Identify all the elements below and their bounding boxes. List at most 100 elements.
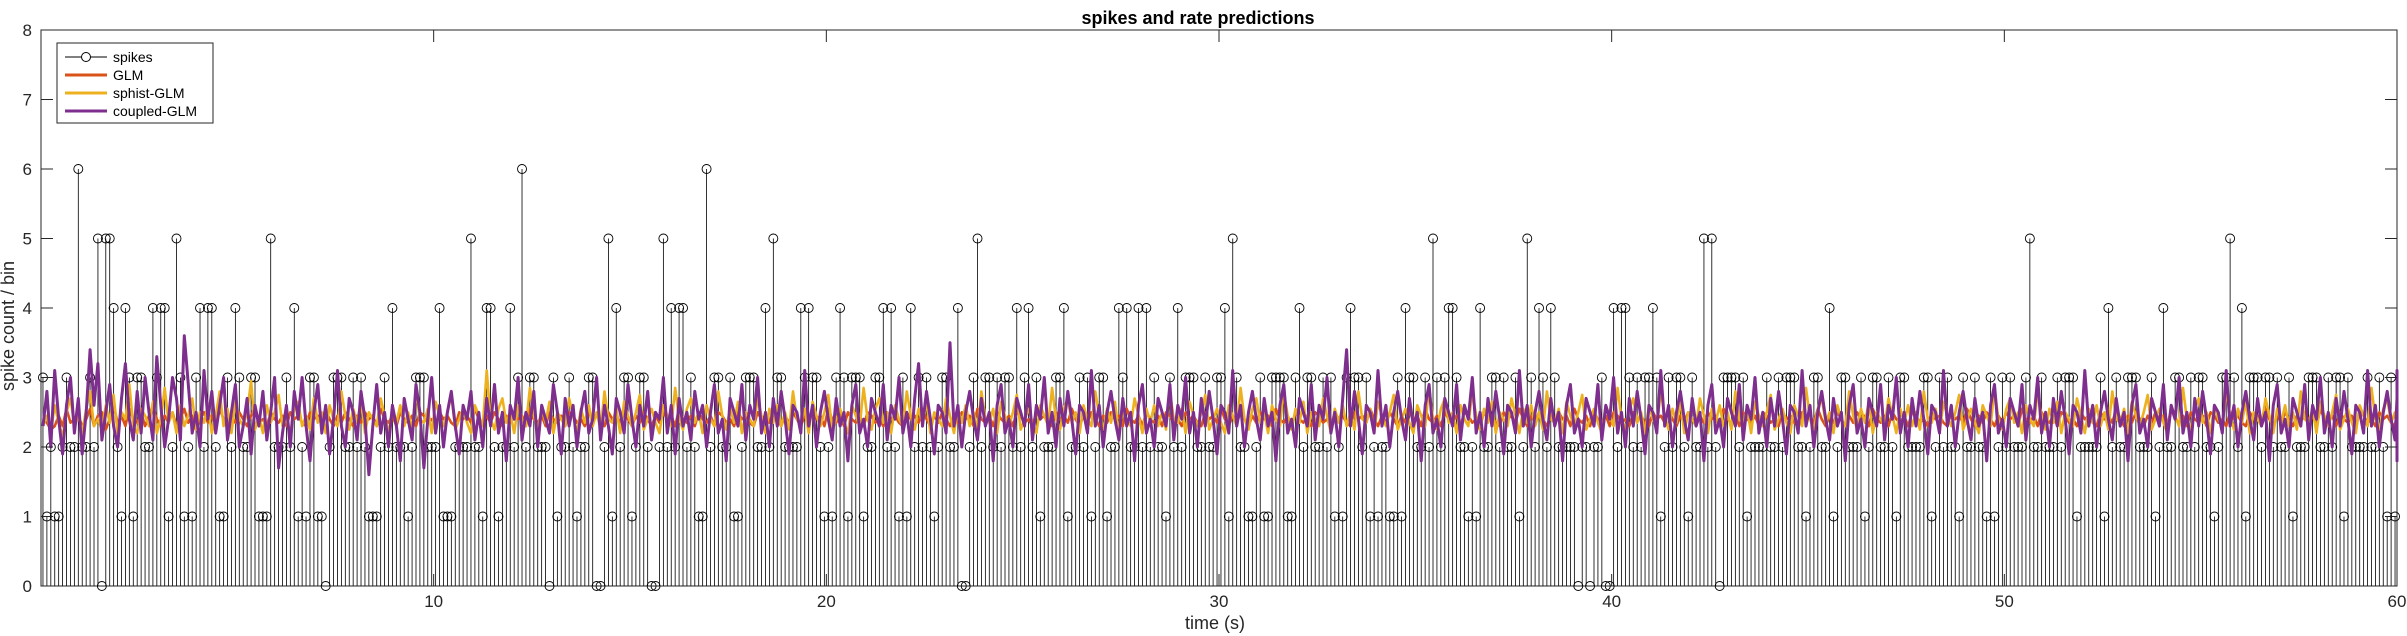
spike-marker bbox=[1263, 511, 1274, 522]
spike-marker bbox=[1632, 372, 1643, 383]
spike-marker bbox=[2193, 372, 2204, 383]
spike-marker bbox=[96, 581, 107, 591]
spike-marker bbox=[1840, 372, 1851, 383]
spike-marker bbox=[1600, 581, 1611, 591]
spike-marker bbox=[253, 511, 264, 522]
spike-marker bbox=[1608, 303, 1619, 313]
spike-marker bbox=[952, 303, 963, 313]
spike-marker bbox=[352, 442, 363, 452]
spike-marker bbox=[1051, 372, 1061, 383]
spike-marker bbox=[485, 303, 496, 313]
spike-marker bbox=[1353, 372, 1364, 383]
spike-marker bbox=[108, 303, 119, 313]
spike-marker bbox=[2072, 511, 2082, 522]
spike-marker bbox=[1620, 303, 1631, 313]
spike-marker bbox=[1883, 372, 1894, 383]
spike-marker bbox=[1891, 511, 1902, 522]
spike-marker bbox=[1534, 303, 1544, 313]
spike-marker bbox=[132, 372, 143, 383]
spike-marker bbox=[1157, 442, 1168, 452]
spike-marker bbox=[1683, 511, 1694, 522]
spike-marker bbox=[1227, 233, 1238, 244]
spike-marker bbox=[1714, 581, 1725, 591]
spike-marker bbox=[466, 233, 476, 244]
spike-marker bbox=[1094, 372, 1105, 383]
spike-marker bbox=[1981, 511, 1992, 522]
spike-marker bbox=[1738, 372, 1749, 383]
spike-marker bbox=[1471, 511, 1482, 522]
spike-marker bbox=[305, 372, 315, 383]
spike-marker bbox=[1930, 442, 1941, 452]
spike-marker bbox=[144, 442, 154, 452]
spike-marker bbox=[1200, 372, 1211, 383]
spike-marker bbox=[1109, 442, 1120, 452]
spike-marker bbox=[1031, 372, 1042, 383]
spike-marker bbox=[1647, 303, 1658, 313]
spike-marker bbox=[411, 372, 421, 383]
spike-marker bbox=[257, 511, 268, 522]
spike-marker bbox=[564, 372, 575, 383]
spike-marker bbox=[2158, 303, 2169, 313]
spike-marker bbox=[1149, 372, 1160, 383]
spike-marker bbox=[2299, 442, 2310, 452]
spike-marker bbox=[489, 442, 500, 452]
spike-marker bbox=[65, 442, 76, 452]
x-tick-label: 60 bbox=[2388, 592, 2407, 611]
spike-marker bbox=[2374, 372, 2385, 383]
spike-marker bbox=[607, 511, 618, 522]
spike-marker bbox=[147, 303, 158, 313]
spike-marker bbox=[2272, 372, 2283, 383]
spike-marker bbox=[1055, 372, 1065, 383]
spike-marker bbox=[509, 442, 520, 452]
spike-marker bbox=[1679, 442, 1690, 452]
spike-marker bbox=[2166, 442, 2177, 452]
spike-marker bbox=[1663, 372, 1674, 383]
spike-marker bbox=[678, 303, 688, 313]
spike-marker bbox=[540, 442, 551, 452]
x-tick-label: 40 bbox=[1602, 592, 1621, 611]
spike-marker bbox=[1384, 511, 1395, 522]
spike-marker bbox=[693, 511, 704, 522]
spike-marker bbox=[1219, 303, 1230, 313]
spike-marker bbox=[736, 442, 747, 452]
spike-marker bbox=[1691, 442, 1702, 452]
spike-marker bbox=[1808, 372, 1819, 383]
spike-marker bbox=[159, 303, 170, 313]
spike-marker bbox=[776, 372, 787, 383]
spike-marker bbox=[2032, 442, 2043, 452]
spike-marker bbox=[1003, 372, 1014, 383]
spike-marker bbox=[2291, 442, 2302, 452]
spike-marker bbox=[1121, 303, 1132, 313]
spike-marker bbox=[1718, 372, 1729, 383]
spike-marker bbox=[1043, 442, 1054, 452]
spike-marker bbox=[2366, 442, 2377, 452]
spike-marker bbox=[1640, 372, 1650, 383]
spike-marker bbox=[819, 511, 830, 522]
spike-marker bbox=[2126, 372, 2137, 383]
spike-marker bbox=[572, 511, 582, 522]
spike-marker bbox=[2307, 372, 2318, 383]
spike-marker bbox=[2303, 372, 2314, 383]
spike-marker bbox=[2130, 372, 2141, 383]
x-tick-label: 50 bbox=[1995, 592, 2014, 611]
spike-marker bbox=[1753, 442, 1764, 452]
spike-marker bbox=[206, 303, 217, 313]
spike-marker bbox=[1141, 303, 1152, 313]
spike-marker bbox=[725, 372, 736, 383]
spike-marker bbox=[53, 511, 64, 522]
spike-marker bbox=[1314, 442, 1325, 452]
spike-marker bbox=[886, 303, 897, 313]
spike-marker bbox=[1549, 372, 1560, 383]
spike-marker bbox=[1938, 442, 1949, 452]
y-tick-label: 2 bbox=[23, 438, 32, 457]
spike-marker bbox=[1408, 372, 1419, 383]
spike-marker bbox=[1188, 372, 1199, 383]
spike-marker bbox=[2315, 442, 2326, 452]
spike-marker bbox=[964, 442, 975, 452]
spike-marker bbox=[2284, 372, 2294, 383]
spike-marker bbox=[905, 303, 916, 313]
spike-marker bbox=[1388, 511, 1399, 522]
spike-marker bbox=[1954, 511, 1965, 522]
spike-marker bbox=[1816, 442, 1827, 452]
spike-marker bbox=[442, 511, 453, 522]
